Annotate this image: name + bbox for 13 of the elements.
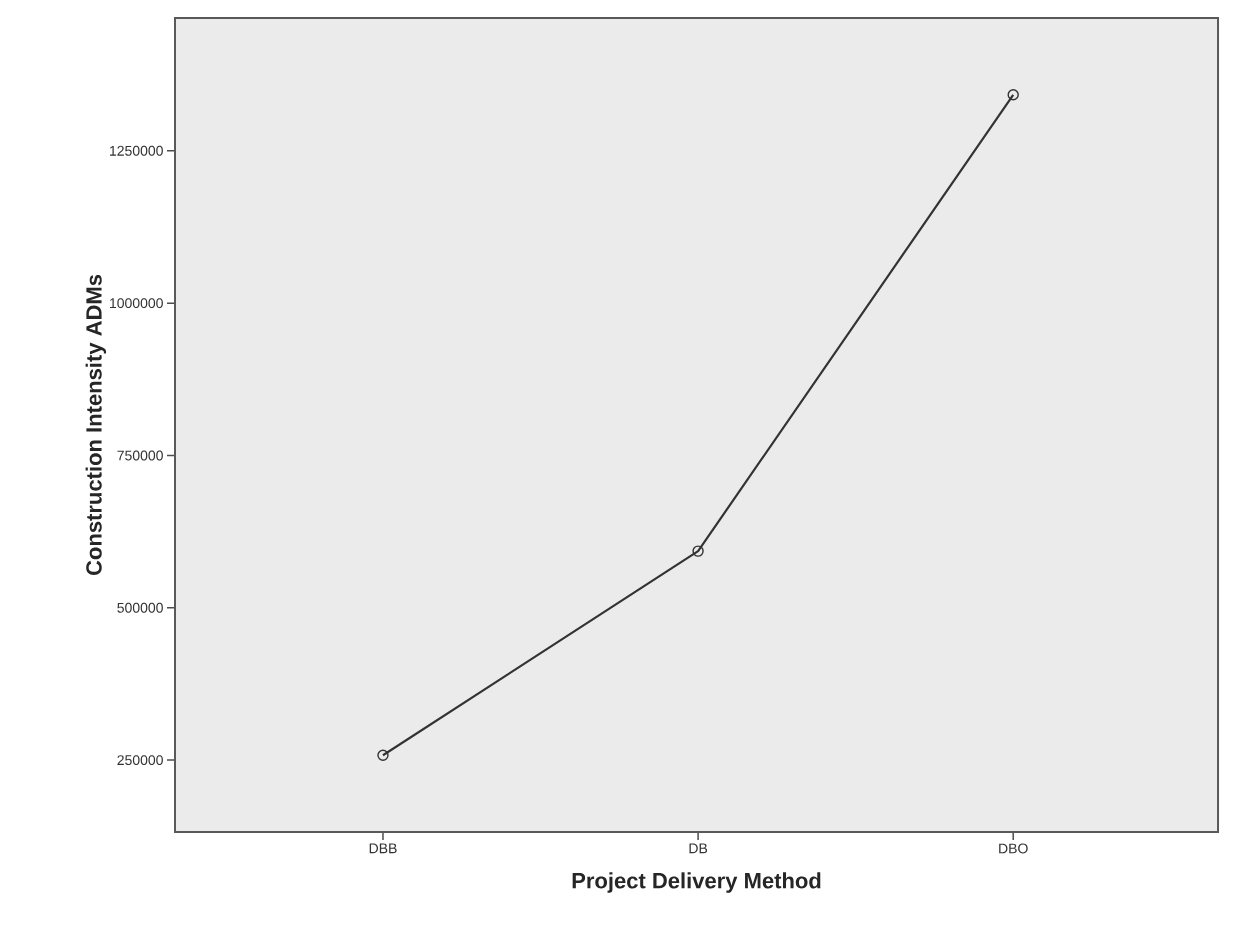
y-tick-label: 500000 bbox=[117, 602, 163, 613]
x-tick-label: DBB bbox=[369, 843, 397, 854]
x-tick-label: DBO bbox=[999, 843, 1028, 854]
point bbox=[692, 545, 704, 557]
x-tick-label: DB bbox=[689, 843, 708, 854]
y-tick-label: 1250000 bbox=[110, 145, 163, 156]
point bbox=[377, 749, 389, 761]
y-tick-label: 750000 bbox=[117, 450, 163, 461]
y-tick-label: 1000000 bbox=[110, 298, 163, 309]
x-axis-title: Project Delivery Method bbox=[572, 872, 821, 893]
y-axis-title: Construction Intensity ADMs bbox=[85, 274, 107, 576]
point bbox=[1007, 89, 1019, 101]
y-tick-label: 250000 bbox=[117, 755, 163, 766]
